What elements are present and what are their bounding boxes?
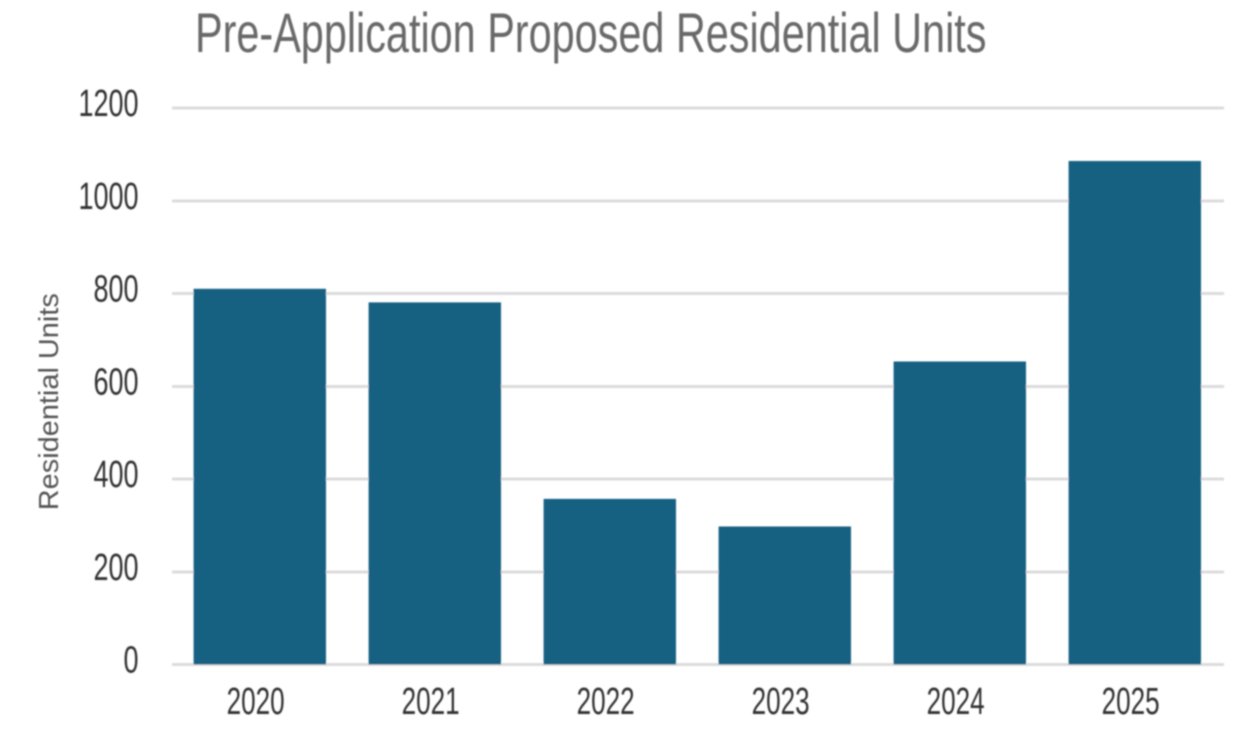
svg-text:400: 400 — [93, 454, 138, 497]
svg-text:200: 200 — [93, 546, 138, 589]
svg-text:2020: 2020 — [227, 680, 285, 722]
svg-text:2022: 2022 — [577, 680, 635, 722]
svg-text:2025: 2025 — [1102, 680, 1160, 722]
svg-text:800: 800 — [93, 268, 138, 311]
svg-text:2024: 2024 — [927, 680, 985, 722]
svg-text:1000: 1000 — [78, 175, 138, 218]
svg-text:Pre-Application Proposed Resid: Pre-Application Proposed Residential Uni… — [195, 2, 986, 65]
svg-text:600: 600 — [93, 361, 138, 404]
svg-text:0: 0 — [123, 639, 138, 682]
svg-text:2023: 2023 — [752, 680, 810, 722]
svg-text:1200: 1200 — [78, 83, 138, 126]
svg-text:Residential Units: Residential Units — [33, 293, 64, 510]
svg-text:2021: 2021 — [402, 680, 460, 722]
